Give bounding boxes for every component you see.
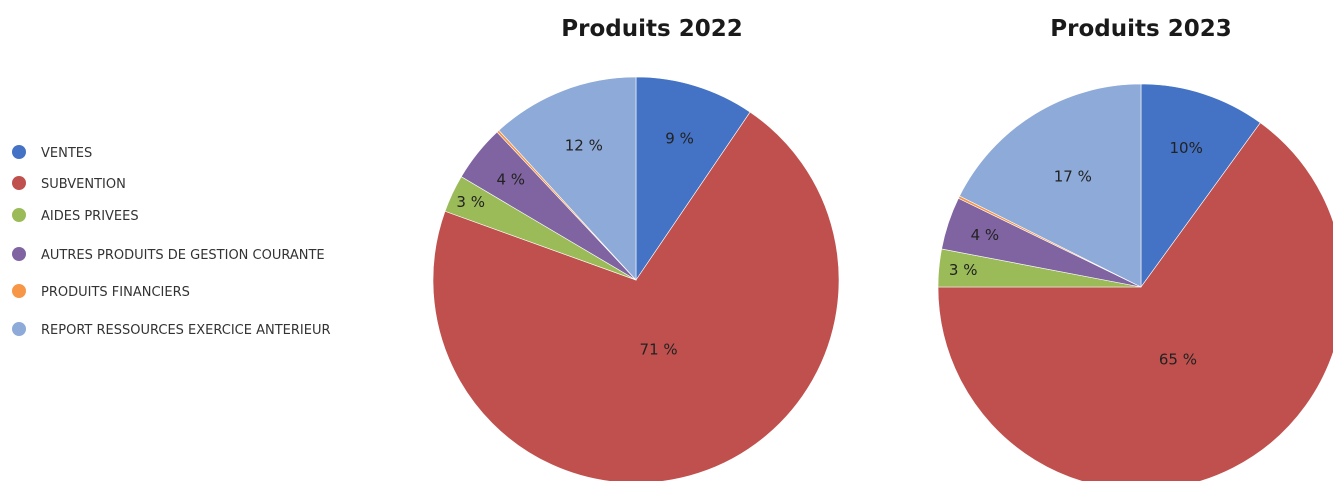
legend-marker-report-ressources	[12, 322, 26, 336]
pie-slice-ventes	[635, 76, 751, 281]
legend-marker-autres-produits	[12, 247, 26, 261]
pie-slice-subvention	[432, 111, 840, 481]
data-label-subvention: 65 %	[1159, 350, 1197, 368]
data-label-autres-produits: 4 %	[497, 171, 526, 189]
pie-chart-2023: Produits 2023 10% 65 % 3 % 4 % 17 %	[937, 16, 1333, 481]
legend-label-ventes: VENTES	[41, 146, 92, 161]
pie-slice-report-ressources	[498, 76, 637, 281]
pie-slices-2022	[432, 76, 840, 481]
legend-marker-aides-privees	[12, 208, 26, 222]
legend-marker-ventes	[12, 145, 26, 159]
legend-label-aides-privees: AIDES PRIVEES	[41, 209, 139, 224]
legend-marker-produits-financiers	[12, 284, 26, 298]
legend-item-ventes: VENTES	[12, 145, 92, 161]
data-label-report-ressources: 17 %	[1054, 167, 1092, 185]
legend-label-report-ressources: REPORT RESSOURCES EXERCICE ANTERIEUR	[41, 323, 331, 338]
legend-item-autres-produits: AUTRES PRODUITS DE GESTION COURANTE	[12, 247, 325, 263]
data-label-report-ressources: 12 %	[565, 137, 603, 155]
chart-title-2022: Produits 2022	[561, 16, 742, 42]
data-label-autres-produits: 4 %	[971, 226, 1000, 244]
legend-label-subvention: SUBVENTION	[41, 177, 126, 192]
pie-slices-2023	[937, 83, 1333, 481]
pie-chart-2022: Produits 2022 9 % 71 % 3 % 4 % 12 %	[432, 16, 840, 481]
legend-marker-subvention	[12, 176, 26, 190]
pie-labels-2023: 10% 65 % 3 % 4 % 17 %	[949, 139, 1203, 368]
legend-item-produits-financiers: PRODUITS FINANCIERS	[12, 284, 190, 300]
data-label-ventes: 10%	[1170, 139, 1203, 157]
pie-labels-2022: 9 % 71 % 3 % 4 % 12 %	[456, 129, 693, 358]
legend-item-subvention: SUBVENTION	[12, 176, 126, 192]
legend-label-produits-financiers: PRODUITS FINANCIERS	[41, 285, 190, 300]
pie-slice-subvention	[937, 122, 1333, 481]
legend-label-autres-produits: AUTRES PRODUITS DE GESTION COURANTE	[41, 248, 325, 263]
pie-slice-ventes	[1140, 83, 1261, 288]
legend-item-report-ressources: REPORT RESSOURCES EXERCICE ANTERIEUR	[12, 322, 331, 338]
data-label-subvention: 71 %	[640, 341, 678, 359]
data-label-aides-privees: 3 %	[456, 193, 485, 211]
pie-slice-report-ressources	[959, 83, 1142, 288]
chart-title-2023: Produits 2023	[1050, 16, 1231, 42]
legend-item-aides-privees: AIDES PRIVEES	[12, 208, 139, 224]
data-label-ventes: 9 %	[665, 129, 694, 147]
legend: VENTES SUBVENTION AIDES PRIVEES AUTRES P…	[12, 145, 331, 338]
data-label-aides-privees: 3 %	[949, 261, 978, 279]
